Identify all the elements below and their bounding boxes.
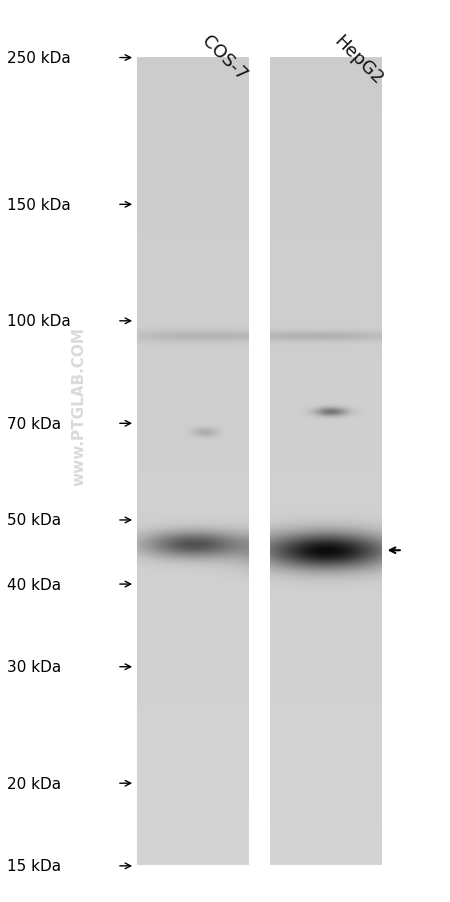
- Text: 70 kDa: 70 kDa: [7, 417, 61, 431]
- Text: 150 kDa: 150 kDa: [7, 198, 71, 213]
- Text: 15 kDa: 15 kDa: [7, 859, 61, 873]
- Text: HepG2: HepG2: [331, 32, 387, 88]
- Text: 100 kDa: 100 kDa: [7, 314, 71, 329]
- Text: 20 kDa: 20 kDa: [7, 776, 61, 791]
- Text: COS-7: COS-7: [198, 32, 250, 85]
- Text: 30 kDa: 30 kDa: [7, 659, 61, 675]
- Text: 40 kDa: 40 kDa: [7, 577, 61, 592]
- Text: 50 kDa: 50 kDa: [7, 513, 61, 528]
- Text: www.PTGLAB.COM: www.PTGLAB.COM: [71, 327, 86, 485]
- Text: 250 kDa: 250 kDa: [7, 51, 71, 66]
